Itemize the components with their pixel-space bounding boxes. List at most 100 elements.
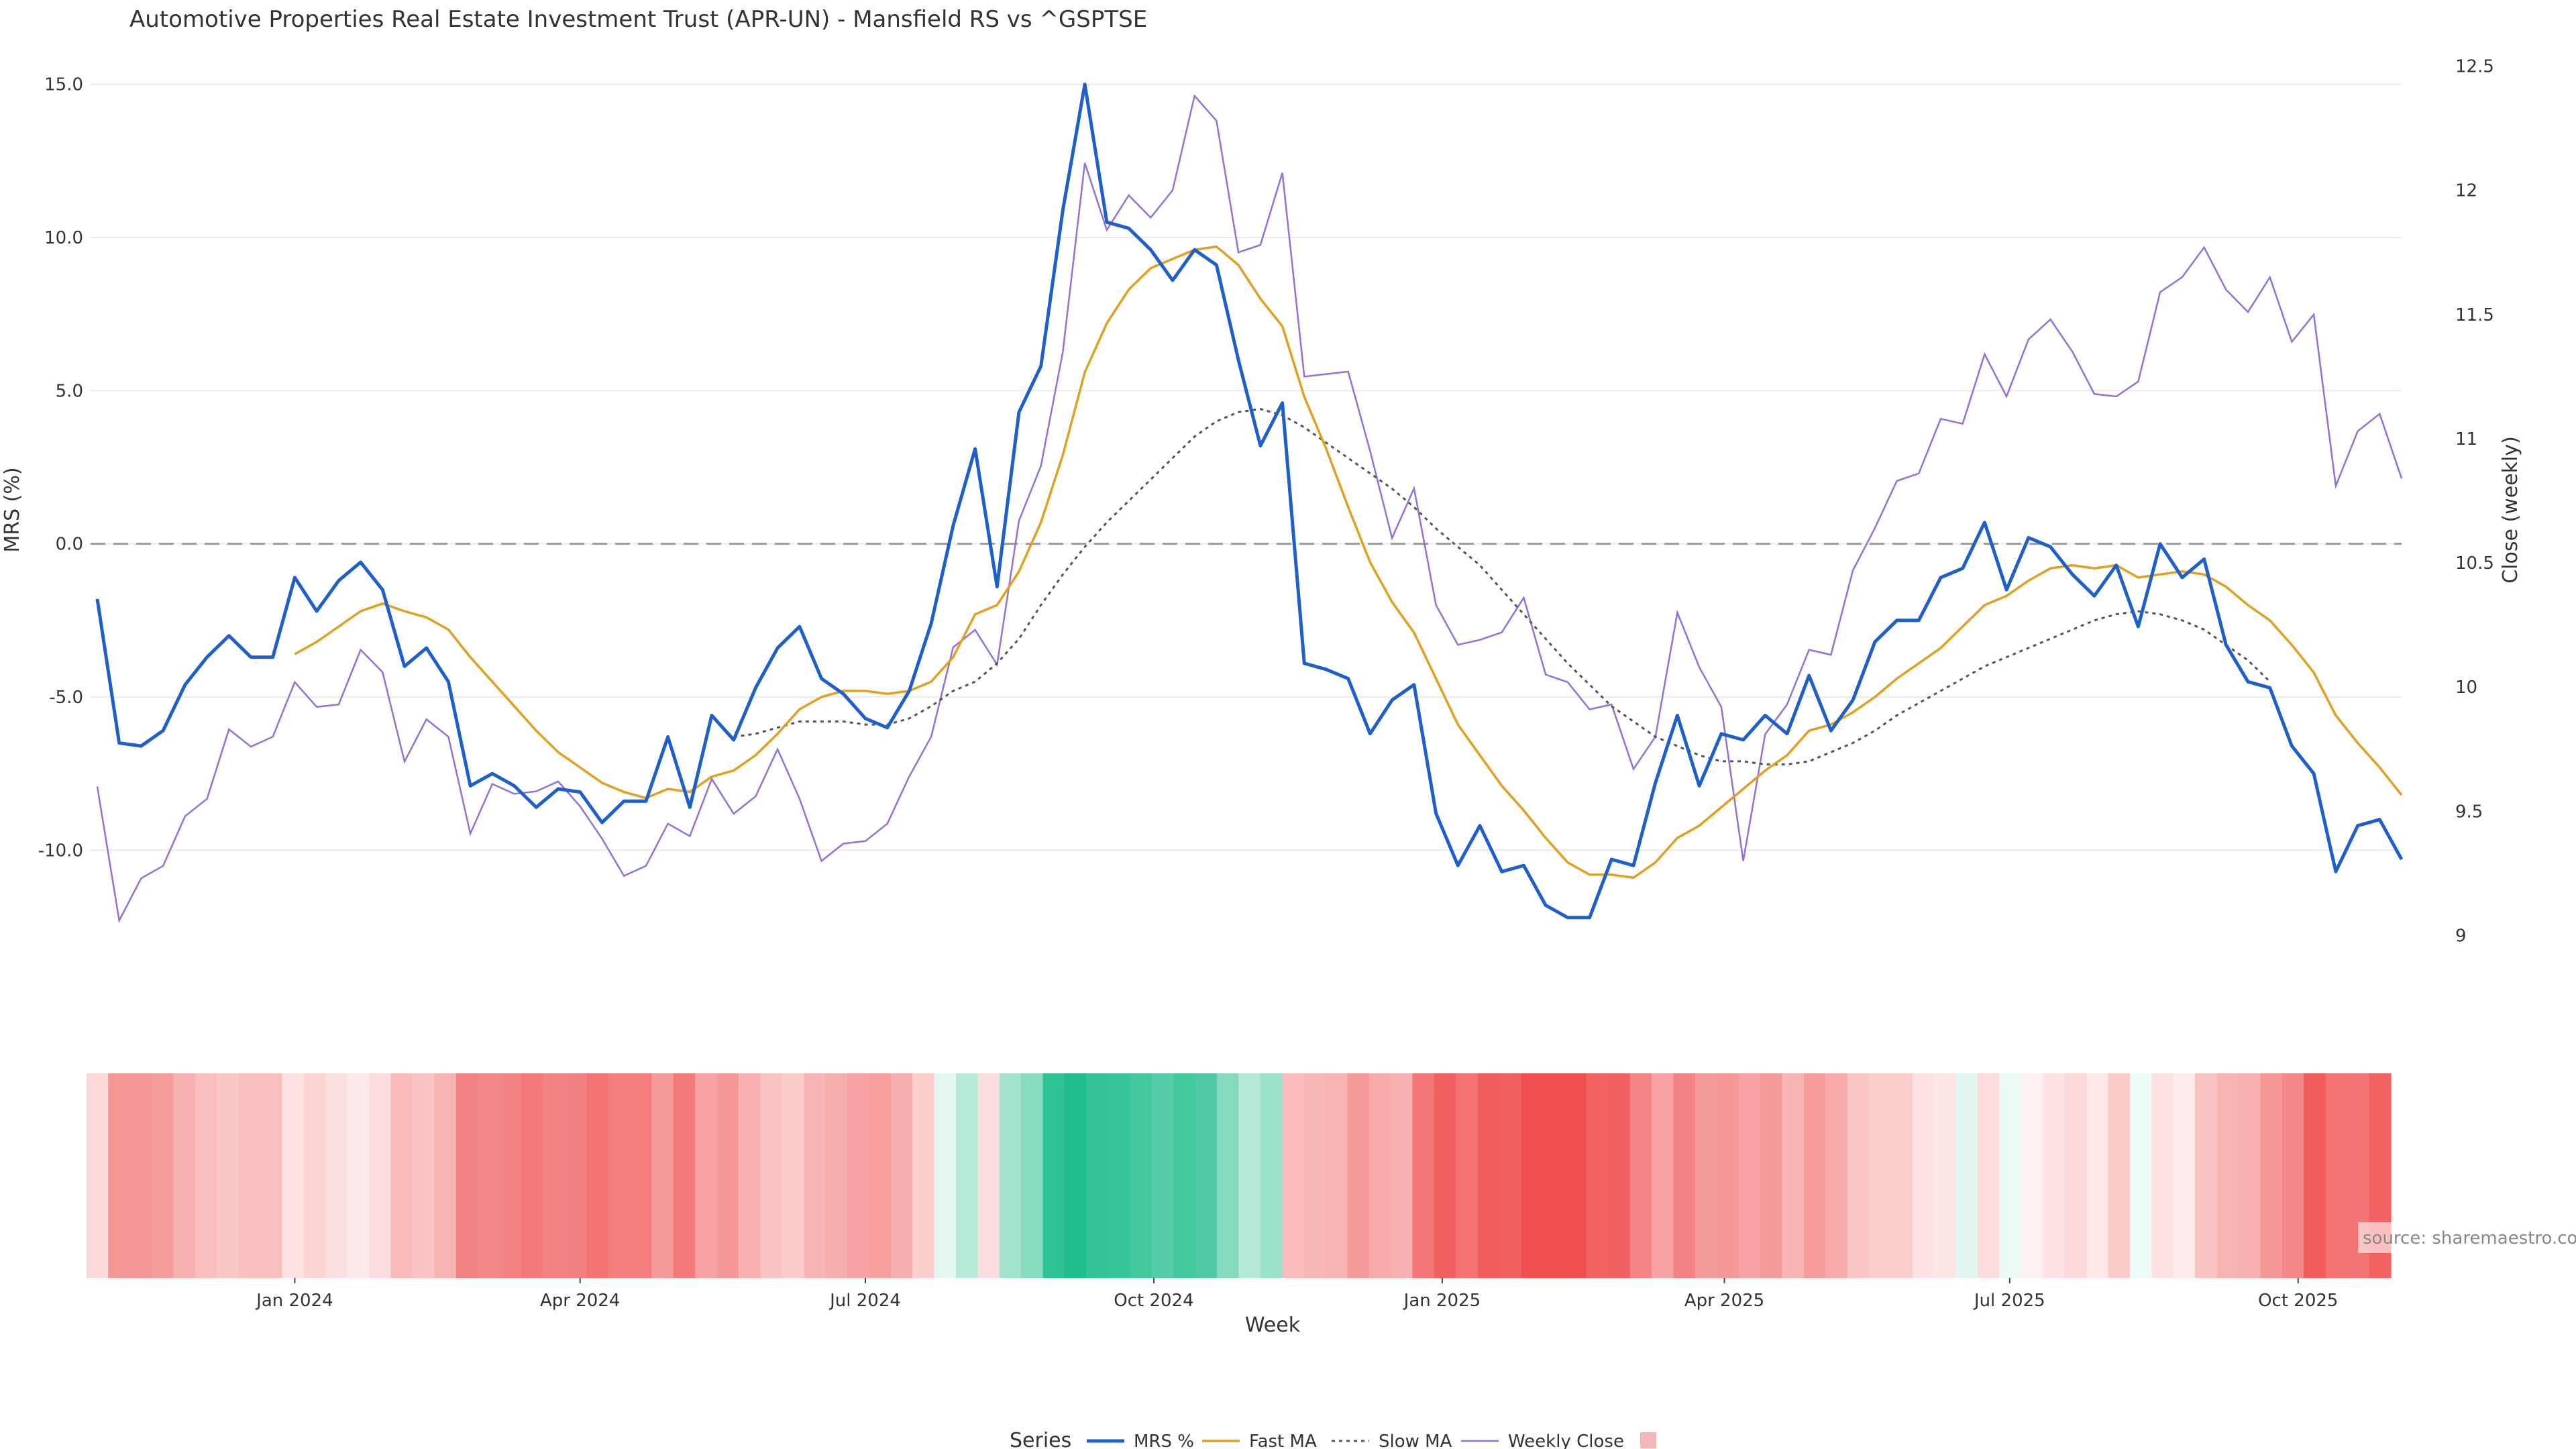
heatmap-cell (847, 1073, 870, 1278)
heatmap-cell (173, 1073, 196, 1278)
heatmap-cell (369, 1073, 392, 1278)
x-tick-label: Apr 2024 (540, 1291, 620, 1311)
y-right-tick-label: 9 (2455, 926, 2467, 946)
heatmap-cell (1108, 1073, 1131, 1278)
heatmap-cell (869, 1073, 892, 1278)
y-right-tick-label: 11.5 (2455, 305, 2494, 325)
heatmap-cell (1978, 1073, 2000, 1278)
source-text: source: sharemaestro.com (2363, 1228, 2576, 1248)
heatmap-cell (1173, 1073, 1196, 1278)
heatmap-cell (1869, 1073, 1892, 1278)
heatmap-cell (282, 1073, 305, 1278)
y-right-tick-label: 11 (2455, 429, 2477, 449)
heatmap-cell (2129, 1073, 2153, 1278)
heatmap-cell (1042, 1073, 1065, 1278)
heatmap-cell (1782, 1073, 1805, 1278)
heatmap-cell (673, 1073, 696, 1278)
y-right-tick-label: 12 (2455, 181, 2477, 201)
heatmap-cell (1760, 1073, 1783, 1278)
heatmap-cell (2064, 1073, 2087, 1278)
x-axis-ticks: Jan 2024 Apr 2024 Jul 2024 Oct 2024 Jan 2025… (255, 1278, 2338, 1311)
heatmap-cell (1629, 1073, 1652, 1278)
heatmap-cell (2021, 1073, 2044, 1278)
heatmap-cell (651, 1073, 674, 1278)
heatmap-cell (934, 1073, 957, 1278)
x-tick-label: Jan 2025 (1403, 1291, 1481, 1311)
heatmap-cell (1216, 1073, 1240, 1278)
heatmap-cell (1521, 1073, 1544, 1278)
legend-title: Series (1010, 1429, 1071, 1449)
heatmap-cell (2173, 1073, 2196, 1278)
heatmap-cell (2304, 1073, 2326, 1278)
heatmap-cell (1586, 1073, 1609, 1278)
x-tick-label: Jul 2025 (1973, 1291, 2045, 1311)
heatmap-cell (1412, 1073, 1435, 1278)
legend-label: Slow MA (1379, 1432, 1452, 1449)
legend: Series MRS % Fast MA Slow MA Weekly Close (1010, 1429, 1656, 1449)
x-tick-label: Jul 2024 (828, 1291, 901, 1311)
heatmap-cell (1695, 1073, 1717, 1278)
heatmap-cell (217, 1073, 239, 1278)
heatmap-cell (977, 1073, 1000, 1278)
heatmap-cell (2151, 1073, 2174, 1278)
y-left-tick-label: -5.0 (49, 688, 83, 708)
heatmap-cell (825, 1073, 848, 1278)
heatmap-cell (2325, 1073, 2348, 1278)
series-slow-ma (733, 408, 2271, 765)
heatmap-cell (1434, 1073, 1457, 1278)
heatmap-cell (1717, 1073, 1739, 1278)
heatmap-cell (999, 1073, 1022, 1278)
heatmap-cell (1890, 1073, 1913, 1278)
heatmap-cell (1608, 1073, 1631, 1278)
heatmap-cell (2043, 1073, 2065, 1278)
heatmap-cell (1238, 1073, 1261, 1278)
x-axis-title: Week (1245, 1313, 1301, 1337)
heatmap-cell (1673, 1073, 1696, 1278)
heatmap-cell (1151, 1073, 1174, 1278)
heatmap-cell (1912, 1073, 1935, 1278)
heatmap-cell (1282, 1073, 1305, 1278)
heatmap-cell (1652, 1073, 1674, 1278)
heatmap-cell (804, 1073, 826, 1278)
heatmap-cell (564, 1073, 587, 1278)
heatmap-cell (608, 1073, 631, 1278)
heatmap-cell (1368, 1073, 1391, 1278)
heatmap-cell (412, 1073, 435, 1278)
heatmap-cell (586, 1073, 609, 1278)
heatmap-cell (390, 1073, 413, 1278)
y-right-tick-label: 10 (2455, 678, 2477, 698)
heatmap-cell (1325, 1073, 1348, 1278)
heatmap-cell (1499, 1073, 1522, 1278)
x-tick-label: Oct 2025 (2258, 1291, 2338, 1311)
heatmap-cell (2195, 1073, 2218, 1278)
y-axis-right-title: Close (weekly) (2499, 436, 2522, 584)
heatmap-cell (739, 1073, 761, 1278)
heatmap-cell (108, 1073, 131, 1278)
heatmap-cell (455, 1073, 478, 1278)
heatmap-cell (1021, 1073, 1044, 1278)
heatmap-cell (499, 1073, 522, 1278)
heatmap-cell (2108, 1073, 2131, 1278)
heatmap-cell (1847, 1073, 1870, 1278)
chart-title: Automotive Properties Real Estate Invest… (129, 6, 1147, 33)
heatmap-cell (86, 1073, 109, 1278)
heatmap-cell (303, 1073, 327, 1278)
x-tick-label: Apr 2025 (1684, 1291, 1764, 1311)
heatmap-cell (1086, 1073, 1109, 1278)
heatmap-cell (434, 1073, 457, 1278)
heatmap-cell (1065, 1073, 1087, 1278)
legend-label: MRS % (1134, 1432, 1194, 1449)
heatmap-cell (347, 1073, 370, 1278)
heatmap-cell (1260, 1073, 1283, 1278)
y-right-tick-label: 10.5 (2455, 553, 2494, 574)
x-tick-label: Oct 2024 (1114, 1291, 1193, 1311)
heatmap-cell (629, 1073, 653, 1278)
heatmap-cell (716, 1073, 739, 1278)
heatmap-cell (1303, 1073, 1326, 1278)
legend-label: Fast MA (1249, 1432, 1317, 1449)
series-weekly-close (96, 94, 2403, 924)
heatmap-cell (890, 1073, 913, 1278)
heatmap-cell (1543, 1073, 1566, 1278)
grid (91, 83, 2402, 851)
x-tick-label: Jan 2024 (255, 1291, 333, 1311)
